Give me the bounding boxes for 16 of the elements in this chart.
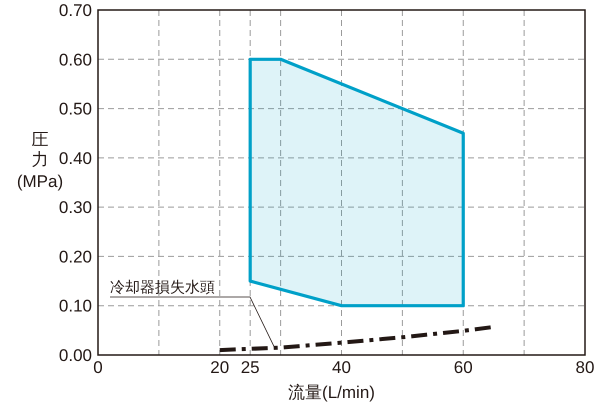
x-axis-title: 流量(L/min) [288, 383, 375, 402]
annotation: 冷却器損失水頭 [110, 279, 215, 296]
y-tick-label: 0.20 [58, 247, 92, 266]
x-tick-label: 40 [332, 358, 351, 377]
x-tick-label: 0 [93, 358, 103, 377]
y-tick-label: 0.40 [58, 148, 92, 168]
x-tick-label: 20 [210, 358, 230, 377]
x-tick-label: 25 [240, 358, 260, 377]
y-tick-label: 0.10 [58, 296, 92, 316]
y-tick-label: 0.00 [58, 346, 92, 365]
y-tick-label: 0.50 [58, 100, 92, 119]
y-tick-label: 0.30 [58, 198, 92, 218]
y-tick-label: 0.60 [58, 50, 92, 70]
x-tick-label: 80 [576, 358, 594, 377]
x-tick-label: 60 [454, 358, 473, 377]
y-tick-label: 0.70 [58, 1, 92, 20]
